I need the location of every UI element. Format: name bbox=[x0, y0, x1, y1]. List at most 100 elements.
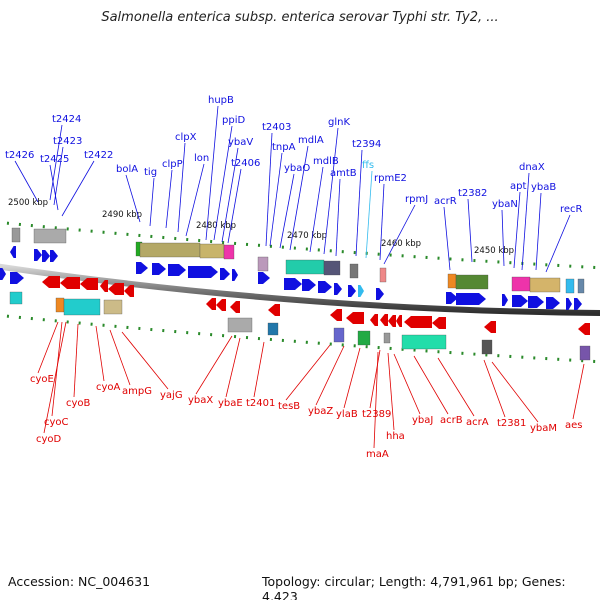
leader-clpp bbox=[165, 169, 173, 229]
forward-gene-arrow-18 bbox=[358, 285, 364, 297]
feature-block-6 bbox=[257, 256, 269, 272]
forward-gene-arrow-9 bbox=[188, 266, 218, 278]
leader-dnax bbox=[521, 172, 530, 271]
feature-block-0 bbox=[11, 227, 21, 243]
feature-block-8 bbox=[323, 260, 341, 276]
leader-ybae bbox=[225, 337, 241, 398]
gene-label-t2424: t2424 bbox=[52, 114, 81, 125]
forward-gene-arrow-1 bbox=[34, 249, 42, 261]
gene-label-acra: acrA bbox=[466, 417, 489, 428]
forward-gene-arrow-0 bbox=[10, 246, 16, 258]
feature-block-16 bbox=[577, 278, 585, 294]
accession-text: Accession: NC_004631 bbox=[8, 574, 150, 589]
leader-ybax bbox=[195, 335, 233, 395]
gene-label-ffs: ffs bbox=[362, 160, 374, 171]
gene-label-rpme2: rpmE2 bbox=[374, 173, 407, 184]
forward-gene-arrow-26 bbox=[566, 298, 572, 310]
gene-label-t2426: t2426 bbox=[5, 150, 34, 161]
reverse-gene-arrow-8 bbox=[230, 301, 240, 313]
gene-label-cyoe: cyoE bbox=[30, 374, 54, 385]
gene-label-amtb: amtB bbox=[330, 168, 357, 179]
gene-label-yban: ybaN bbox=[492, 199, 518, 210]
forward-gene-arrow-19 bbox=[376, 288, 384, 300]
gene-label-ybav: ybaV bbox=[228, 137, 253, 148]
leader-t2422 bbox=[61, 160, 95, 217]
forward-gene-arrow-21 bbox=[456, 293, 486, 305]
forward-gene-arrow-13 bbox=[284, 278, 302, 290]
gene-label-acrb: acrB bbox=[440, 415, 463, 426]
leader-aes bbox=[572, 363, 585, 420]
gene-label-t2381: t2381 bbox=[497, 418, 526, 429]
leader-ybav bbox=[221, 147, 239, 243]
reverse-gene-arrow-15 bbox=[396, 315, 402, 327]
leader-yban bbox=[501, 209, 505, 267]
forward-gene-arrow-23 bbox=[512, 295, 528, 307]
gene-label-cyoc: cyoC bbox=[44, 417, 69, 428]
forward-gene-arrow-12 bbox=[258, 272, 270, 284]
gene-label-tnpa: tnpA bbox=[272, 142, 296, 153]
leader-ybao bbox=[279, 173, 295, 249]
gene-label-mdlb: mdlB bbox=[313, 156, 339, 167]
gene-label-hha: hha bbox=[386, 431, 405, 442]
leader-cyoe bbox=[37, 321, 59, 374]
gene-arrows bbox=[0, 246, 590, 335]
leader-t2425 bbox=[49, 164, 59, 211]
gene-label-t2425: t2425 bbox=[40, 154, 69, 165]
feature-block-11 bbox=[447, 273, 457, 289]
leader-hha bbox=[387, 352, 395, 431]
feature-block-18 bbox=[55, 297, 65, 313]
forward-gene-arrow-16 bbox=[334, 283, 342, 295]
leader-ffs bbox=[365, 170, 373, 259]
gene-label-maa: maA bbox=[366, 449, 389, 460]
accession-label: Accession: NC_004631 bbox=[8, 574, 151, 589]
gene-label-cyoa: cyoA bbox=[96, 382, 121, 393]
forward-gene-arrow-5 bbox=[10, 272, 24, 284]
feature-block-10 bbox=[379, 267, 387, 283]
leader-rpmj bbox=[383, 204, 416, 265]
leader-t2381 bbox=[483, 359, 506, 418]
gene-label-t2382: t2382 bbox=[458, 188, 487, 199]
gene-label-recr: recR bbox=[560, 204, 583, 215]
topology-text: Topology: circular; Length: 4,791,961 bp… bbox=[262, 574, 600, 600]
gene-label-ybax: ybaX bbox=[188, 395, 213, 406]
gene-label-yajg: yajG bbox=[160, 390, 183, 401]
forward-gene-arrow-27 bbox=[574, 298, 582, 310]
gene-label-dnax: dnaX bbox=[519, 162, 545, 173]
feature-block-19 bbox=[63, 298, 101, 316]
forward-gene-arrow-3 bbox=[50, 250, 58, 262]
leader-glnk bbox=[323, 127, 339, 255]
gene-label-apt: apt bbox=[510, 181, 526, 192]
feature-block-24 bbox=[357, 330, 371, 346]
forward-gene-arrow-22 bbox=[502, 294, 508, 306]
gene-label-tig: tig bbox=[144, 167, 157, 178]
feature-block-23 bbox=[333, 327, 345, 343]
feature-block-20 bbox=[103, 299, 123, 315]
gene-label-mdla: mdlA bbox=[298, 135, 324, 146]
leader-mdlb bbox=[309, 166, 324, 253]
gene-label-t2423: t2423 bbox=[53, 136, 82, 147]
reverse-gene-arrow-13 bbox=[380, 314, 388, 326]
feature-block-9 bbox=[349, 263, 359, 279]
leader-tesb bbox=[285, 344, 331, 401]
leader-apt bbox=[513, 191, 521, 269]
gene-label-ppid: ppiD bbox=[222, 115, 245, 126]
gene-label-tesb: tesB bbox=[278, 401, 300, 412]
reverse-gene-arrow-2 bbox=[80, 278, 98, 290]
gene-label-rpmj: rpmJ bbox=[405, 194, 428, 205]
feature-block-14 bbox=[529, 277, 561, 293]
leader-amtb bbox=[335, 178, 341, 257]
reverse-gene-arrow-7 bbox=[216, 299, 226, 311]
reverse-gene-arrow-4 bbox=[108, 283, 124, 295]
leader-ylab bbox=[343, 347, 361, 409]
gene-label-ybao: ybaO bbox=[284, 163, 310, 174]
tick-label-2460-kbp: 2460 kbp bbox=[381, 239, 421, 249]
leader-ybaj bbox=[393, 353, 421, 415]
gene-label-ybaz: ybaZ bbox=[308, 406, 333, 417]
leader-rpme2 bbox=[379, 183, 385, 261]
leader-t2389 bbox=[369, 349, 381, 409]
leader-cyob bbox=[73, 323, 79, 398]
reverse-gene-arrow-10 bbox=[330, 309, 342, 321]
label-leaders bbox=[14, 105, 585, 449]
gene-label-t2422: t2422 bbox=[84, 150, 113, 161]
